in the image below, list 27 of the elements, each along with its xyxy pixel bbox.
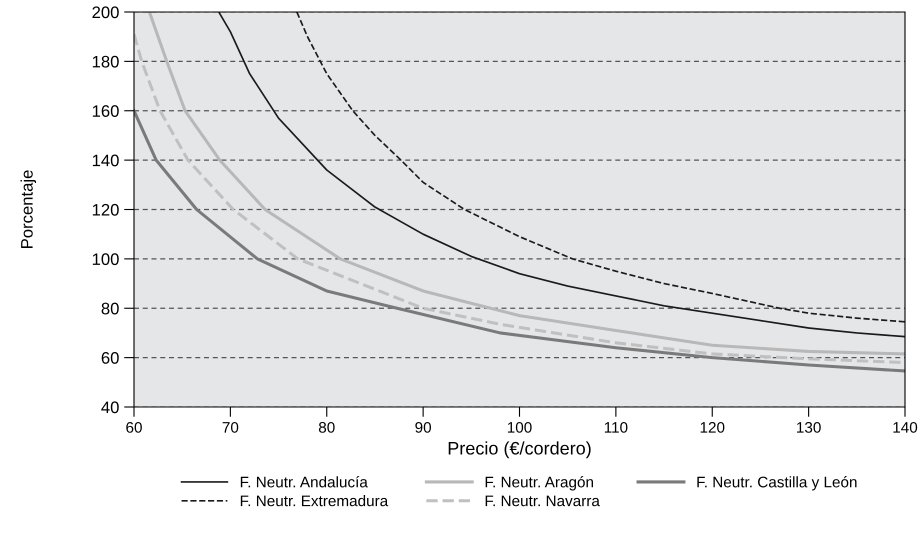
y-tick-label: 40 — [101, 401, 119, 414]
x-tick-label: 110 — [604, 422, 628, 433]
x-axis-title: Precio (€/cordero) — [448, 441, 591, 458]
y-tick-label: 140 — [92, 154, 119, 166]
y-tick-label: 160 — [92, 105, 119, 117]
legend-label: F. Neutr. Andalucía — [240, 476, 368, 488]
y-tick-label: 120 — [92, 204, 119, 216]
y-axis-title: Porcentaje — [20, 170, 36, 248]
y-tick-label: 100 — [92, 253, 119, 266]
legend-label: F. Neutr. Navarra — [486, 496, 600, 506]
y-tick-label: 200 — [92, 6, 119, 18]
x-tick-label: 100 — [508, 422, 532, 433]
x-tick-label: 130 — [797, 422, 821, 433]
legend-label: F. Neutr. Extremadura — [240, 495, 388, 506]
line-series — [296, 12, 905, 323]
legend-label: F. Neutr. Castilla y León — [697, 476, 856, 490]
x-tick-label: 60 — [126, 422, 142, 433]
line-series — [134, 109, 905, 372]
x-tick-label: 120 — [700, 422, 724, 433]
x-tick-label: 90 — [415, 422, 432, 433]
y-tick-label: 60 — [102, 352, 119, 364]
y-tick-label: 180 — [92, 56, 119, 68]
x-tick-label: 140 — [893, 422, 918, 433]
legend-label: F. Neutr. Aragón — [486, 476, 593, 490]
x-tick-label: 70 — [222, 422, 238, 433]
x-tick-label: 80 — [318, 422, 335, 433]
y-tick-label: 80 — [102, 302, 119, 314]
